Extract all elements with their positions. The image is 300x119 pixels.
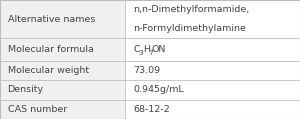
Text: 7: 7: [148, 50, 153, 56]
Text: 68-12-2: 68-12-2: [134, 105, 170, 114]
Text: Molecular formula: Molecular formula: [8, 45, 93, 54]
Text: 0.945g/mL: 0.945g/mL: [134, 85, 184, 94]
Text: n,n-Dimethylformamide,: n,n-Dimethylformamide,: [134, 5, 250, 14]
Text: Molecular weight: Molecular weight: [8, 66, 88, 75]
Bar: [124, 99, 300, 119]
Bar: [0, 38, 124, 60]
Text: H: H: [143, 45, 150, 54]
Text: CAS number: CAS number: [8, 105, 67, 114]
Bar: [124, 80, 300, 99]
Text: 3: 3: [139, 50, 143, 56]
Text: ON: ON: [152, 45, 166, 54]
Bar: [0, 80, 124, 99]
Bar: [124, 38, 300, 60]
Text: C: C: [134, 45, 140, 54]
Bar: [124, 60, 300, 80]
Text: Alternative names: Alternative names: [8, 15, 95, 24]
Bar: [0, 0, 124, 38]
Text: n-Formyldimethylamine: n-Formyldimethylamine: [134, 24, 246, 33]
Text: 73.09: 73.09: [134, 66, 160, 75]
Bar: [0, 60, 124, 80]
Text: Density: Density: [8, 85, 44, 94]
Bar: [0, 99, 124, 119]
Bar: [124, 0, 300, 38]
